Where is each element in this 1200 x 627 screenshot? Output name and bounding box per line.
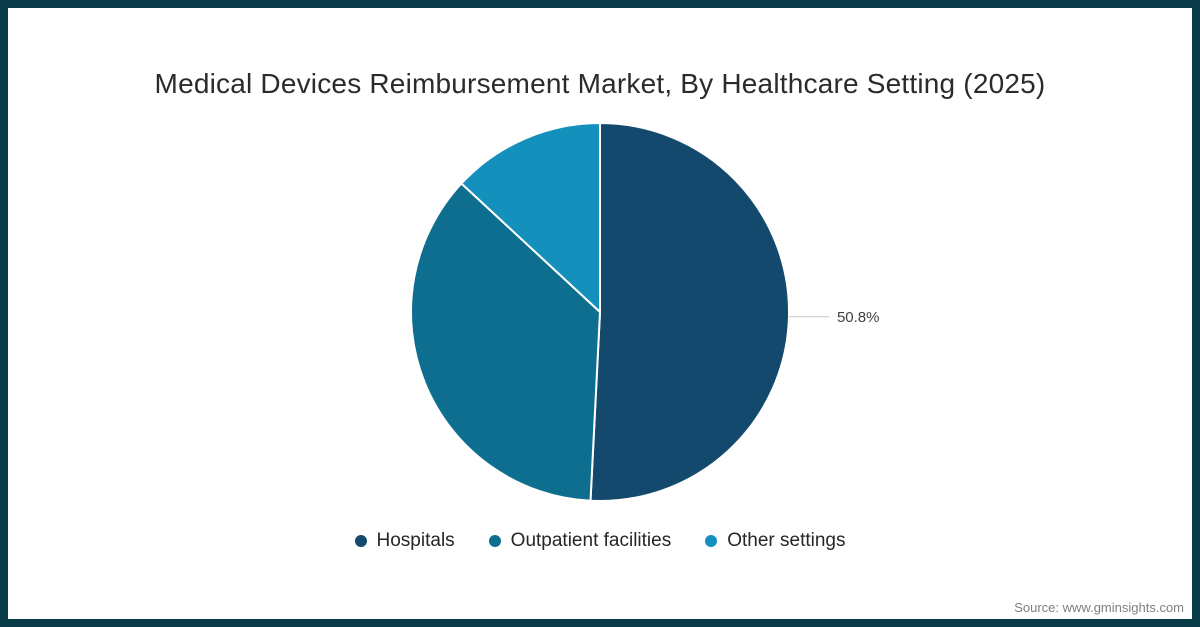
chart-legend: Hospitals Outpatient facilities Other se… [8,530,1192,552]
legend-item-hospitals: Hospitals [354,530,455,552]
chart-title: Medical Devices Reimbursement Market, By… [154,68,1046,99]
pie-slice-outpatient-facilities [410,182,601,502]
pie-slice-other-settings [460,122,601,313]
legend-dot-hospitals-icon [354,535,367,547]
pie-slice-hospitals [589,122,791,502]
legend-item-other-settings: Other settings [705,530,845,552]
legend-label-outpatient-facilities: Outpatient facilities [510,530,672,551]
source-attribution: Source: www.gminsights.com [1014,600,1184,615]
legend-item-outpatient-facilities: Outpatient facilities [488,530,672,552]
legend-label-hospitals: Hospitals [376,530,455,551]
legend-dot-other-settings-icon [705,535,718,547]
legend-dot-outpatient-facilities-icon [488,535,501,547]
pie-chart: 50.8% [410,122,880,502]
legend-label-other-settings: Other settings [727,530,846,551]
pie-data-label: 50.8% [837,309,880,326]
